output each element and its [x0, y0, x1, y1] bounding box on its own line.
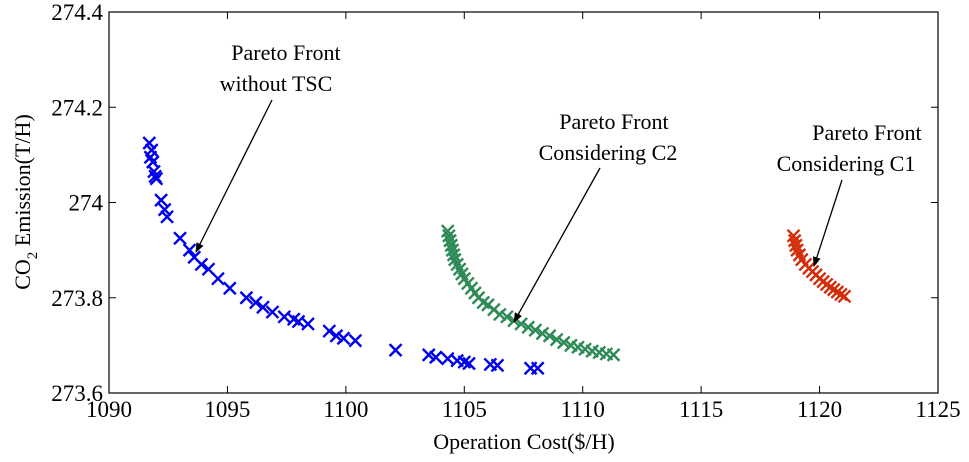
annotation-line-2: Considering C2 — [539, 140, 678, 165]
data-point — [239, 290, 254, 305]
annotation-line-1: Pareto Front — [559, 109, 668, 134]
data-point — [194, 257, 209, 272]
annotation-line-1: Pareto Front — [812, 120, 921, 145]
y-tick-label: 274 — [69, 191, 104, 216]
annotation-line-1: Pareto Front — [231, 40, 340, 65]
annotation-arrow — [195, 99, 273, 253]
data-point — [549, 332, 564, 347]
y-tick-label: 273.6 — [51, 381, 103, 406]
data-point — [429, 350, 443, 365]
y-axis-label-subscript: 2 — [25, 252, 41, 260]
data-point — [256, 300, 270, 315]
data-point — [149, 171, 164, 186]
annotation-layer: Pareto Front without TSC Pareto Front Co… — [195, 40, 922, 323]
data-point — [160, 209, 174, 224]
data-point — [301, 317, 315, 331]
data-point — [222, 281, 237, 296]
x-tick-label: 1115 — [679, 397, 723, 422]
data-point — [528, 323, 543, 337]
data-point — [249, 295, 263, 310]
series-layer — [142, 136, 852, 376]
data-point — [322, 324, 337, 338]
data-point — [490, 358, 505, 373]
data-point — [789, 238, 803, 253]
series-pareto-front-considering-c1 — [786, 228, 852, 304]
x-tick-label: 1100 — [323, 397, 368, 422]
data-point — [556, 335, 571, 350]
data-point — [388, 343, 403, 357]
x-tick-label: 1095 — [204, 397, 250, 422]
x-tick-label: 1110 — [561, 397, 605, 422]
data-point — [336, 331, 351, 346]
data-point — [446, 248, 461, 262]
data-point — [837, 289, 852, 304]
y-tick-label: 273.8 — [51, 286, 103, 311]
data-point — [606, 348, 621, 362]
data-point — [173, 231, 187, 246]
series-pareto-front-without-tsc — [142, 136, 545, 376]
x-tick-label: 1125 — [915, 397, 960, 422]
data-point — [462, 356, 476, 371]
x-tick-label: 1105 — [442, 397, 487, 422]
data-point — [154, 193, 168, 207]
data-point — [265, 305, 280, 319]
y-axis-label: CO2 Emission(T/H) — [10, 114, 41, 290]
data-point — [457, 355, 472, 369]
annotation-arrow — [812, 179, 843, 267]
tick-layer: 1090 1095 1100 1105 1110 1115 1120 1125 273.6 273… — [51, 0, 960, 422]
y-tick-label: 274.4 — [51, 0, 103, 25]
y-axis-label-rest: Emission(T/H) — [10, 114, 35, 252]
x-tick-label: 1090 — [86, 397, 132, 422]
y-tick-label: 274.2 — [51, 95, 103, 120]
series-pareto-front-considering-c2 — [440, 224, 621, 362]
data-point — [542, 329, 557, 343]
y-axis-label-co: CO — [10, 259, 35, 290]
data-point — [521, 320, 536, 335]
plot-frame — [108, 11, 939, 394]
x-axis-label: Operation Cost($/H) — [433, 429, 614, 454]
data-point — [211, 271, 225, 286]
data-point — [182, 243, 197, 257]
annotation-arrow — [513, 167, 601, 323]
annotation-line-2: Considering C1 — [777, 151, 916, 176]
data-point — [348, 333, 363, 348]
annotation-line-2: without TSC — [220, 71, 333, 96]
data-point — [530, 361, 545, 376]
x-tick-label: 1120 — [797, 397, 842, 422]
data-point — [500, 309, 514, 324]
